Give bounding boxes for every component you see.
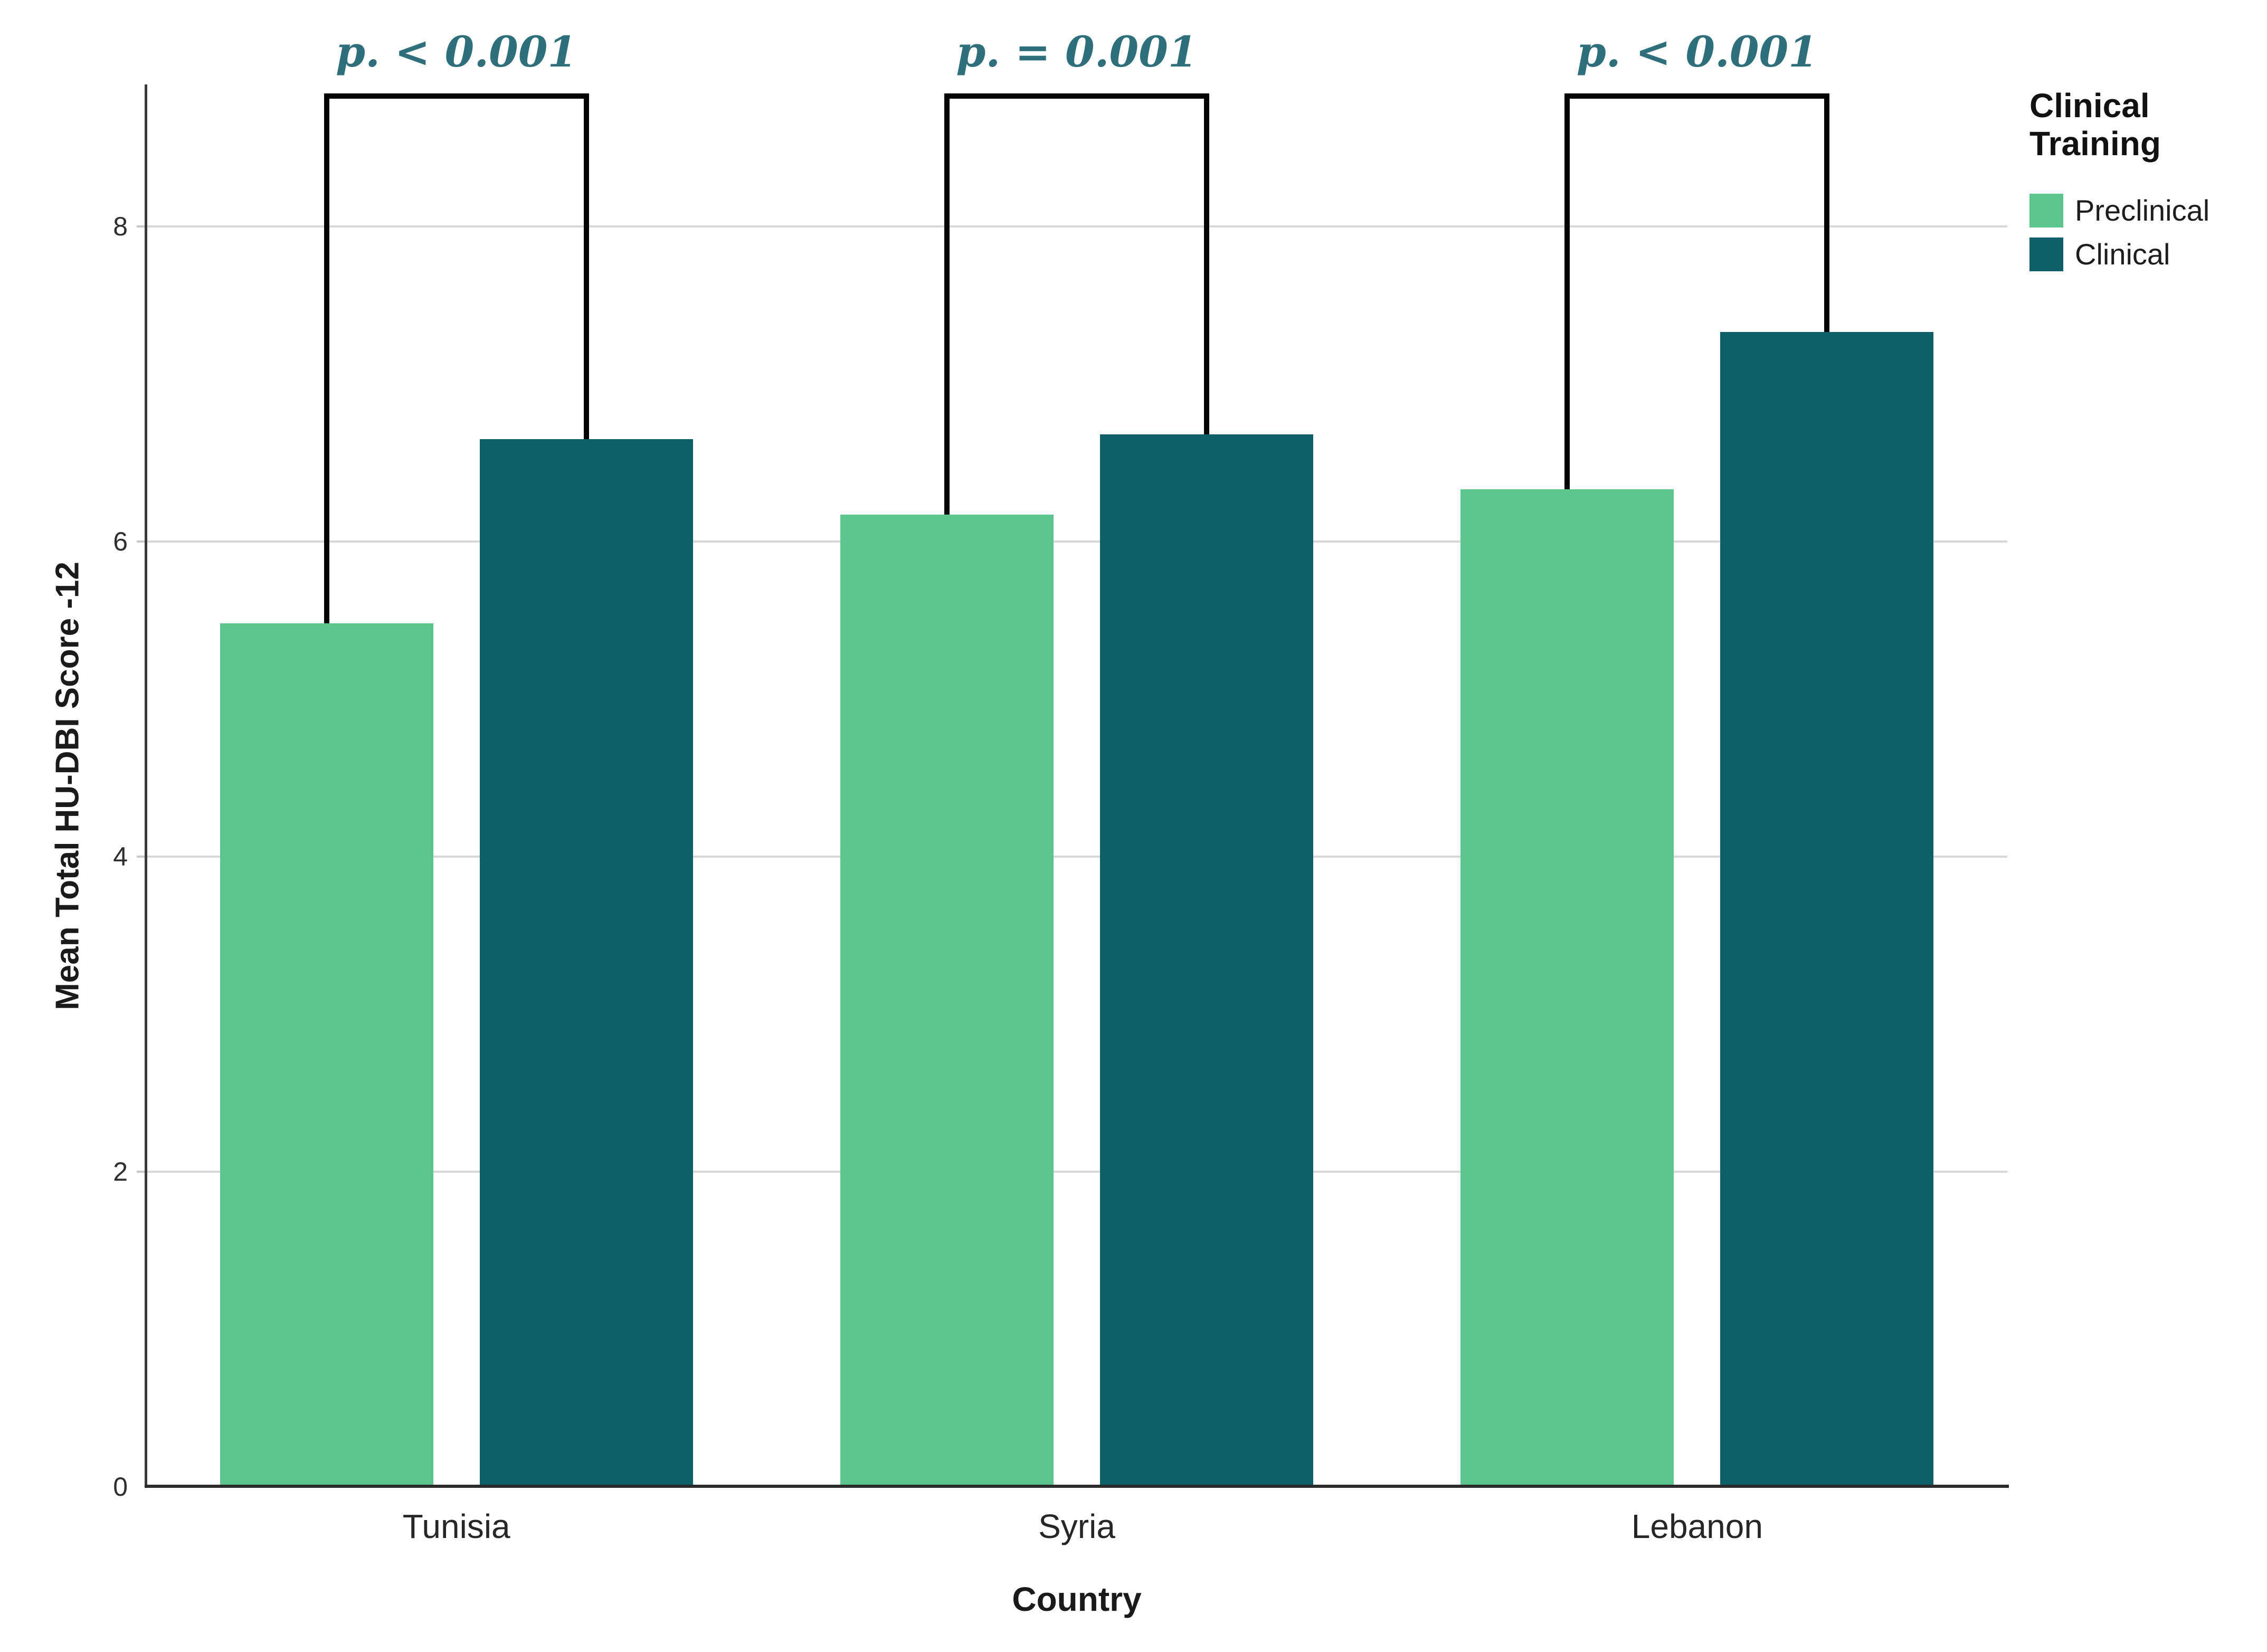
y-tick-label: 6 <box>113 526 128 556</box>
p-value-annotation: p. < 0.001 <box>1576 27 1818 77</box>
y-tick-mark <box>137 1170 146 1173</box>
bracket-left-drop <box>1564 93 1570 490</box>
legend-item-preclinical: Preclinical <box>2029 193 2262 227</box>
bracket-right-drop <box>1824 93 1830 332</box>
y-tick-label: 4 <box>113 841 128 871</box>
gridline <box>146 1170 2007 1173</box>
gridline <box>146 225 2007 227</box>
legend-swatch-clinical <box>2029 237 2063 271</box>
legend-label: Clinical <box>2075 238 2170 271</box>
legend-swatch-preclinical <box>2029 193 2063 227</box>
y-tick-mark <box>137 225 146 227</box>
bracket-right-drop <box>1204 93 1209 434</box>
y-axis-line <box>145 84 147 1487</box>
x-category-label: Syria <box>1038 1507 1115 1545</box>
legend-label: Preclinical <box>2075 194 2210 227</box>
legend-item-clinical: Clinical <box>2029 237 2262 271</box>
legend-title: Clinical Training <box>2029 87 2161 163</box>
bracket-horizontal <box>944 93 1209 99</box>
x-category-label: Lebanon <box>1631 1507 1763 1545</box>
y-tick-mark <box>137 540 146 543</box>
x-axis-title: Country <box>1012 1580 1142 1618</box>
p-value-annotation: p. < 0.001 <box>336 27 577 77</box>
y-tick-label: 2 <box>113 1156 128 1186</box>
gridline <box>146 855 2007 858</box>
bar-lebanon-preclinical <box>1460 489 1674 1487</box>
bar-lebanon-clinical <box>1720 331 1934 1487</box>
bracket-right-drop <box>583 93 589 439</box>
p-value-annotation: p. = 0.001 <box>956 27 1198 77</box>
legend-items: Preclinical Clinical <box>2029 193 2262 271</box>
bar-syria-clinical <box>1100 434 1313 1487</box>
y-tick-label: 0 <box>113 1472 128 1502</box>
y-axis-title: Mean Total HU-DBI Score -12 <box>49 562 86 1010</box>
gridline <box>146 540 2007 543</box>
bracket-left-drop <box>324 93 329 623</box>
y-tick-label: 8 <box>113 211 128 241</box>
legend: Clinical Training Preclinical Clinical <box>2029 87 2262 281</box>
bar-tunisia-preclinical <box>220 623 433 1487</box>
bracket-horizontal <box>1564 93 1830 99</box>
x-category-label: Tunisia <box>402 1507 510 1545</box>
bar-syria-preclinical <box>840 515 1054 1487</box>
bar-tunisia-clinical <box>479 439 693 1487</box>
x-axis-line <box>145 1485 2009 1488</box>
bracket-horizontal <box>324 93 589 99</box>
bracket-left-drop <box>944 93 950 515</box>
y-tick-mark <box>137 855 146 858</box>
